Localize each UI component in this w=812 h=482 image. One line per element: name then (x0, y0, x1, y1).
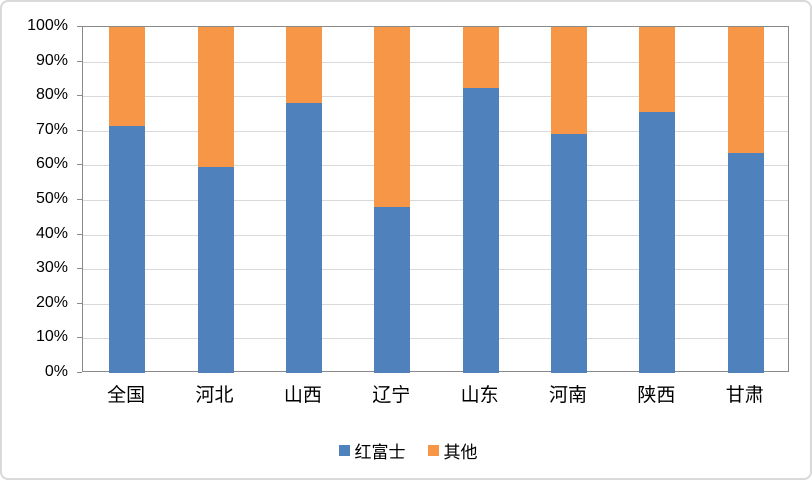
bar-segment-山西-其他 (285, 27, 322, 104)
gridline-10 (83, 338, 788, 340)
y-tick-50 (77, 199, 82, 200)
legend-swatch-icon (427, 445, 439, 456)
gridline-20 (83, 303, 788, 305)
bar-segment-河北-其他 (197, 27, 234, 168)
bar-segment-山西-红富士 (285, 103, 322, 373)
y-tick-70 (77, 129, 82, 131)
x-axis-label-辽宁: 辽宁 (372, 385, 411, 406)
y-axis-label-100: 100% (27, 17, 68, 34)
bar-slot-辽宁 (348, 27, 436, 373)
y-tick-10 (77, 337, 82, 339)
y-tick-20 (77, 302, 82, 304)
bar-slot-河南 (525, 27, 613, 373)
gridline-70 (83, 130, 788, 132)
bar-segment-陕西-红富士 (639, 111, 676, 373)
bar-segment-甘肃-红富士 (727, 153, 764, 373)
x-axis-label-陕西: 陕西 (637, 385, 676, 406)
y-axis-label-40: 40% (35, 224, 68, 242)
legend-label: 红富士 (354, 443, 406, 462)
gridline-40 (83, 234, 788, 236)
bar-segment-辽宁-其他 (374, 27, 411, 207)
bar-stack-陕西 (639, 27, 676, 373)
y-axis-label-60: 60% (35, 155, 68, 173)
gridline-60 (83, 165, 788, 167)
plot-area (82, 26, 790, 373)
y-axis-label-20: 20% (35, 293, 68, 311)
bar-segment-山东-其他 (462, 27, 499, 88)
bar-segment-山东-红富士 (462, 87, 499, 373)
y-axis-label-50: 50% (35, 190, 68, 207)
x-axis-label-甘肃: 甘肃 (725, 385, 764, 406)
x-axis-label-山东: 山东 (460, 385, 499, 406)
gridline-50 (83, 200, 788, 201)
x-axis-label-全国: 全国 (107, 385, 146, 406)
bar-slot-陕西 (613, 27, 701, 373)
gridline-30 (83, 269, 788, 271)
bar-segment-河北-红富士 (197, 167, 234, 373)
bar-segment-河南-红富士 (551, 134, 588, 373)
bar-stack-山东 (462, 27, 499, 373)
bar-stack-河北 (197, 27, 234, 373)
bar-segment-甘肃-其他 (727, 27, 764, 154)
bar-stack-河南 (551, 27, 588, 373)
gridline-90 (83, 61, 788, 63)
y-axis-label-90: 90% (35, 51, 68, 69)
x-axis-label-河北: 河北 (195, 385, 234, 406)
y-tick-40 (77, 233, 82, 235)
legend-swatch-icon (338, 445, 350, 456)
x-axis-labels: 全国 河北 山西 辽宁 山东 河南 陕西 甘肃 (82, 380, 789, 407)
bar-segment-全国-其他 (109, 27, 146, 126)
bar-segment-辽宁-红富士 (374, 206, 411, 373)
bar-segment-陕西-其他 (639, 27, 676, 112)
bar-slot-山西 (260, 27, 348, 373)
legend-label: 其他 (443, 443, 478, 462)
y-tick-90 (77, 60, 82, 62)
bar-stack-辽宁 (374, 27, 411, 373)
bar-stack-全国 (109, 27, 146, 373)
y-tick-0 (77, 372, 82, 373)
bar-segment-河南-其他 (551, 27, 588, 135)
y-axis-label-70: 70% (35, 120, 68, 138)
x-axis-label-山西: 山西 (283, 385, 322, 406)
y-axis-label-80: 80% (35, 86, 68, 104)
x-axis-label-河南: 河南 (549, 385, 588, 406)
y-tick-30 (77, 268, 82, 270)
y-tick-60 (77, 164, 82, 166)
gridline-80 (83, 96, 788, 98)
y-axis-labels: 0% 10% 20% 30% 40% 50% 60% 70% 80% 90% 100% (2, 2, 76, 482)
bar-stack-甘肃 (727, 27, 764, 373)
bar-slot-全国 (83, 27, 171, 373)
y-axis-label-0: 0% (44, 363, 68, 380)
legend: 红富士 其他 (2, 438, 812, 463)
bar-slot-山东 (437, 27, 525, 373)
bar-segment-全国-红富士 (109, 125, 146, 373)
y-tick-80 (77, 95, 82, 97)
y-tick-100 (77, 26, 82, 27)
legend-item-其他: 其他 (427, 438, 478, 463)
bar-series (83, 27, 790, 373)
y-axis-label-10: 10% (35, 328, 68, 346)
bar-stack-山西 (285, 27, 322, 373)
bar-slot-河北 (171, 27, 259, 373)
bar-slot-甘肃 (702, 27, 790, 373)
y-axis-label-30: 30% (35, 259, 68, 277)
legend-item-红富士: 红富士 (338, 438, 406, 463)
